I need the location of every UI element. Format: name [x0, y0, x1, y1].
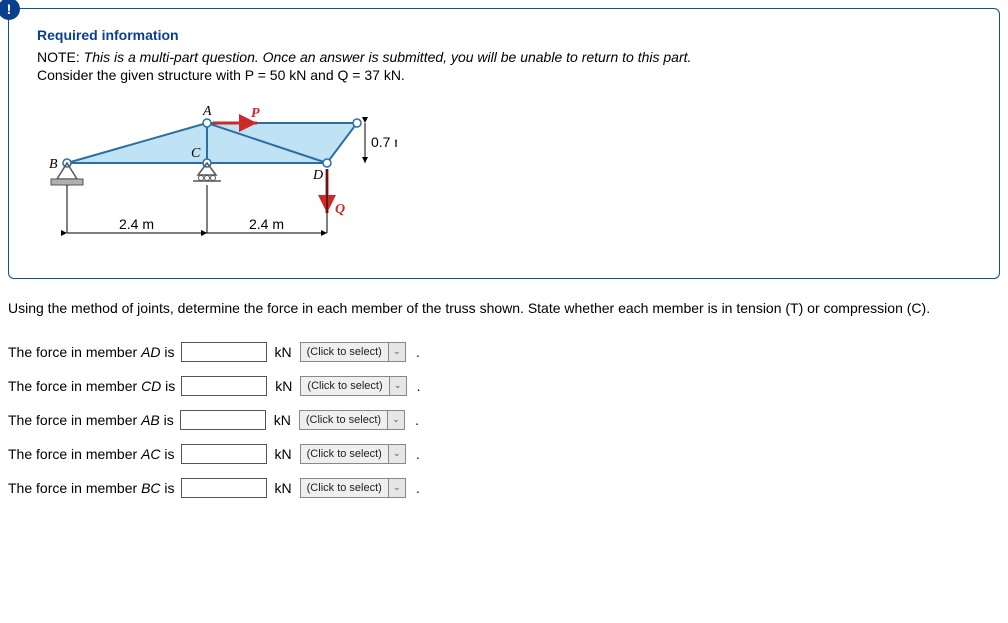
truss-diagram: P Q 0.7 m 2.4 m 2.4 m A B C D	[37, 93, 971, 256]
period: .	[415, 412, 419, 428]
svg-text:0.7 m: 0.7 m	[371, 134, 397, 150]
svg-text:2.4 m: 2.4 m	[249, 216, 284, 232]
force-input-bc[interactable]	[181, 478, 267, 498]
answer-row-ab: The force in member AB is kN (Click to sel…	[8, 410, 1000, 430]
period: .	[417, 378, 421, 394]
row-label: The force in member CD is	[8, 378, 175, 394]
force-input-ab[interactable]	[180, 410, 266, 430]
svg-text:C: C	[191, 146, 201, 161]
row-label: The force in member AC is	[8, 446, 175, 462]
period: .	[416, 480, 420, 496]
row-label: The force in member BC is	[8, 480, 175, 496]
note-line: NOTE: This is a multi-part question. Onc…	[37, 49, 971, 65]
chevron-down-icon: ⌄	[389, 377, 406, 395]
force-input-cd[interactable]	[181, 376, 267, 396]
row-label: The force in member AB is	[8, 412, 174, 428]
tc-select-bc[interactable]: (Click to select)⌄	[300, 478, 406, 498]
note-italic: This is a multi-part question. Once an a…	[84, 49, 692, 65]
chevron-down-icon: ⌄	[388, 445, 405, 463]
force-input-ac[interactable]	[181, 444, 267, 464]
period: .	[416, 344, 420, 360]
unit-label: kN	[275, 344, 292, 360]
select-placeholder: (Click to select)	[300, 411, 387, 429]
svg-text:B: B	[49, 157, 58, 172]
row-label: The force in member AD is	[8, 344, 175, 360]
chevron-down-icon: ⌄	[388, 479, 405, 497]
select-placeholder: (Click to select)	[301, 445, 388, 463]
tc-select-cd[interactable]: (Click to select)⌄	[300, 376, 406, 396]
select-placeholder: (Click to select)	[301, 479, 388, 497]
tc-select-ac[interactable]: (Click to select)⌄	[300, 444, 406, 464]
svg-text:A: A	[202, 104, 212, 119]
chevron-down-icon: ⌄	[387, 411, 404, 429]
answer-row-bc: The force in member BC is kN (Click to sel…	[8, 478, 1000, 498]
svg-text:Q: Q	[335, 202, 345, 217]
consider-line: Consider the given structure with P = 50…	[37, 67, 971, 83]
period: .	[416, 446, 420, 462]
tc-select-ad[interactable]: (Click to select)⌄	[300, 342, 406, 362]
answer-row-ac: The force in member AC is kN (Click to sel…	[8, 444, 1000, 464]
unit-label: kN	[275, 378, 292, 394]
tc-select-ab[interactable]: (Click to select)⌄	[299, 410, 405, 430]
unit-label: kN	[275, 446, 292, 462]
select-placeholder: (Click to select)	[301, 343, 388, 361]
answer-row-cd: The force in member CD is kN (Click to sel…	[8, 376, 1000, 396]
required-info-box: ! Required information NOTE: This is a m…	[8, 8, 1000, 279]
svg-text:2.4 m: 2.4 m	[119, 216, 154, 232]
unit-label: kN	[274, 412, 291, 428]
chevron-down-icon: ⌄	[388, 343, 405, 361]
unit-label: kN	[275, 480, 292, 496]
force-input-ad[interactable]	[181, 342, 267, 362]
question-text: Using the method of joints, determine th…	[8, 299, 1000, 318]
note-prefix: NOTE:	[37, 49, 84, 65]
select-placeholder: (Click to select)	[301, 377, 388, 395]
answer-row-ad: The force in member AD is kN (Click to sel…	[8, 342, 1000, 362]
alert-icon: !	[0, 0, 20, 20]
svg-text:P: P	[251, 106, 260, 121]
svg-text:D: D	[312, 168, 323, 183]
required-title: Required information	[37, 27, 971, 43]
